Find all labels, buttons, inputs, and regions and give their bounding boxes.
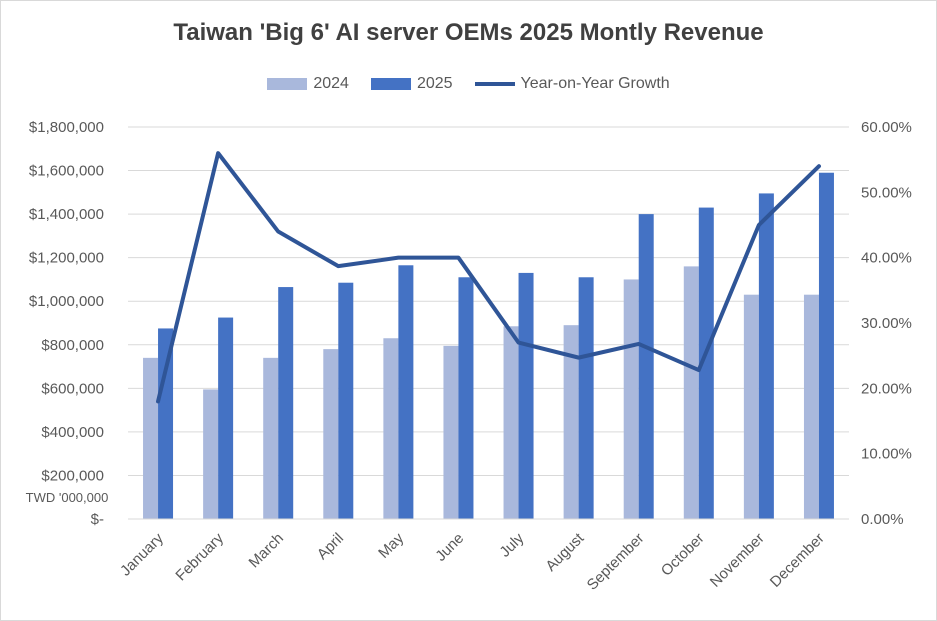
bar-2024 <box>323 349 339 519</box>
bar-2025 <box>818 172 834 519</box>
bar-2025 <box>398 265 414 519</box>
y-right-tick-label: 0.00% <box>861 511 904 528</box>
bar-2024 <box>623 279 639 519</box>
y-left-tick-label: $1,000,000 <box>29 293 104 310</box>
y-right-tick-label: 20.00% <box>861 380 912 397</box>
x-tick-label: September <box>584 530 648 594</box>
legend-label-yoy: Year-on-Year Growth <box>520 75 670 92</box>
y-left-tick-label: $- <box>91 511 104 528</box>
y-left-tick-label: $1,600,000 <box>29 163 104 180</box>
y-right-tick-label: 40.00% <box>861 250 912 267</box>
bar-2024 <box>263 357 279 519</box>
bar-2025 <box>638 214 654 519</box>
y-left-tick-label: $800,000 <box>41 337 104 354</box>
bar-2025 <box>218 317 234 519</box>
bar-2024 <box>143 357 159 519</box>
x-tick-label: December <box>767 530 828 591</box>
bar-2024 <box>203 389 219 519</box>
bar-2024 <box>503 326 519 519</box>
legend-swatch-2025 <box>370 78 411 90</box>
bar-2025 <box>158 328 174 519</box>
legend-item-2025: 2025 <box>370 75 453 93</box>
legend-item-2024: 2024 <box>267 75 349 93</box>
x-tick-label: June <box>432 530 467 565</box>
bar-2024 <box>563 325 579 519</box>
x-tick-label: May <box>375 529 407 561</box>
y-left-tick-label: $1,200,000 <box>29 250 104 267</box>
bar-2025 <box>698 207 714 520</box>
y-left-tick-label: $1,400,000 <box>29 206 104 223</box>
y-right-tick-label: 30.00% <box>861 315 912 332</box>
bar-2024 <box>383 338 399 519</box>
legend-label-2024: 2024 <box>313 75 349 92</box>
x-tick-label: July <box>496 529 527 560</box>
bar-2024 <box>803 294 819 519</box>
y-left-tick-label: $1,800,000 <box>29 119 104 136</box>
x-tick-label: January <box>117 529 167 579</box>
y-left-unit-label: TWD '000,000 <box>26 490 109 505</box>
bar-2024 <box>683 266 699 519</box>
bar-2024 <box>743 294 759 519</box>
x-tick-label: February <box>172 529 227 584</box>
yoy-growth-line <box>156 151 821 404</box>
bar-2024 <box>443 345 459 519</box>
x-tick-label: March <box>246 530 287 571</box>
bar-2025 <box>518 272 534 519</box>
bar-2025 <box>338 282 354 519</box>
bar-2025 <box>758 193 774 519</box>
bar-2025 <box>458 277 474 519</box>
y-right-tick-label: 10.00% <box>861 446 912 463</box>
legend-item-yoy: Year-on-Year Growth <box>474 75 670 93</box>
x-tick-label: November <box>707 530 768 591</box>
bar-2025 <box>578 277 594 519</box>
legend: 2024 2025 Year-on-Year Growth <box>1 75 936 93</box>
y-left-tick-label: $600,000 <box>41 380 104 397</box>
x-tick-label: April <box>314 530 347 563</box>
legend-swatch-2024 <box>267 78 308 90</box>
legend-label-2025: 2025 <box>416 75 453 92</box>
bar-2025 <box>278 287 294 519</box>
y-right-tick-label: 50.00% <box>861 184 912 201</box>
y-left-tick-label: $400,000 <box>41 424 104 441</box>
chart-title: Taiwan 'Big 6' AI server OEMs 2025 Montl… <box>173 19 764 46</box>
x-tick-label: October <box>658 530 708 580</box>
y-right-tick-label: 60.00% <box>861 119 912 136</box>
y-left-tick-label: $200,000 <box>41 467 104 484</box>
legend-swatch-yoy <box>474 82 515 86</box>
x-tick-label: August <box>542 529 588 575</box>
